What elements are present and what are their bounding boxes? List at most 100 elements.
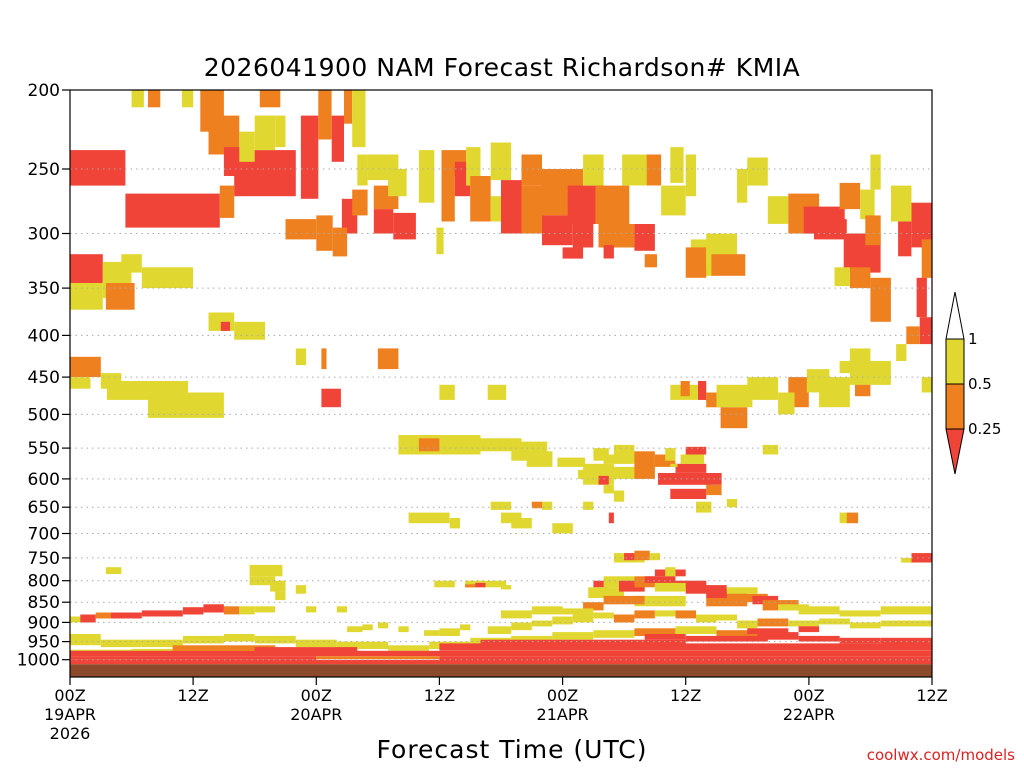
ri-cell	[557, 457, 586, 467]
ri-cell	[336, 641, 389, 649]
ri-cell	[275, 115, 286, 148]
ri-cell	[475, 582, 486, 588]
ri-cell	[898, 221, 912, 257]
y-tick-label: 550	[28, 439, 60, 459]
ri-cell	[100, 639, 142, 648]
ri-cell	[685, 635, 768, 642]
ri-cell	[603, 484, 614, 494]
ri-cell	[916, 277, 927, 318]
ri-cell	[720, 407, 748, 429]
ri-cell	[148, 90, 161, 108]
ri-cell	[603, 454, 640, 464]
x-tick-label: 00Z	[793, 686, 824, 705]
y-tick-label: 850	[28, 593, 60, 613]
y-tick-label: 950	[28, 633, 60, 653]
ri-cell	[593, 630, 635, 638]
ri-cell	[665, 448, 676, 461]
ri-cell	[747, 157, 768, 186]
ri-cell	[254, 647, 358, 652]
ri-cell	[316, 656, 440, 659]
ri-cell	[911, 553, 932, 563]
ri-cell	[70, 377, 91, 389]
x-tick-label: 00Z	[301, 686, 332, 705]
ri-cell	[644, 634, 686, 640]
ri-cell	[131, 90, 144, 108]
ri-cell	[762, 444, 779, 455]
ri-cell	[675, 580, 707, 588]
ri-cell	[125, 193, 220, 228]
ri-cell	[598, 224, 635, 248]
ri-cell	[70, 650, 932, 657]
ri-cell	[552, 632, 594, 640]
x-axis-label: Forecast Time (UTC)	[377, 735, 648, 764]
ri-cell	[439, 384, 455, 400]
ri-cell	[234, 321, 265, 340]
ri-cell	[220, 321, 230, 331]
ri-cell	[182, 635, 224, 644]
ri-cell	[439, 656, 932, 661]
y-tick-label: 300	[28, 225, 60, 245]
ri-cell	[141, 639, 183, 648]
ri-cell	[670, 463, 678, 467]
x-tick-date: 20APR	[290, 705, 342, 724]
ri-cell	[603, 595, 645, 605]
ri-cell	[849, 267, 871, 289]
ri-cell	[839, 637, 881, 644]
ri-cell	[608, 512, 614, 524]
ri-cell	[634, 576, 655, 588]
ri-cell	[572, 614, 594, 623]
ri-cell	[70, 150, 126, 186]
x-tick-label: 12Z	[916, 686, 947, 705]
ri-cell	[511, 518, 532, 529]
ri-cell	[511, 622, 532, 631]
ri-cell	[706, 598, 748, 607]
ri-cell	[377, 348, 399, 370]
ri-cell	[891, 185, 912, 222]
ri-cell	[408, 512, 450, 524]
ri-cell	[849, 622, 881, 629]
ri-cell	[511, 635, 553, 644]
colorbar-legend: 1 0.5 0.25	[945, 291, 1001, 475]
y-tick-label: 400	[28, 326, 60, 346]
ri-cell	[239, 131, 255, 162]
ri-cell	[646, 154, 662, 186]
ri-cell	[634, 550, 650, 561]
ri-cell	[665, 567, 676, 577]
colorbar-bin-mid	[945, 383, 965, 430]
ri-cell	[148, 392, 224, 418]
ri-cell	[70, 283, 103, 310]
ri-cell	[711, 254, 746, 276]
ri-cell	[70, 634, 101, 646]
ri-cell	[698, 381, 707, 400]
chart-title: 2026041900 NAM Forecast Richardson# KMIA	[204, 53, 801, 82]
ri-cell	[521, 154, 542, 186]
ri-cell	[439, 628, 460, 636]
ri-cell	[485, 580, 507, 588]
y-tick-label: 650	[28, 498, 60, 518]
ri-cell	[726, 499, 738, 508]
ri-cell	[470, 176, 491, 222]
ri-cell	[352, 90, 366, 148]
ri-cell	[249, 564, 283, 577]
ri-cell	[362, 624, 373, 631]
ri-cell	[572, 224, 594, 248]
ri-cell	[634, 451, 655, 479]
ri-cell	[726, 587, 758, 594]
ri-cell	[767, 196, 789, 224]
ri-cell	[583, 154, 604, 186]
ri-cell	[480, 639, 686, 646]
ri-cell	[619, 580, 645, 592]
ri-cell	[865, 215, 881, 246]
ri-cell	[788, 620, 820, 627]
ri-cell	[849, 361, 891, 385]
ri-cell	[300, 115, 319, 199]
ri-cell	[418, 150, 435, 203]
x-tick-label: 00Z	[547, 686, 578, 705]
x-tick-date: 21APR	[537, 705, 589, 724]
ri-cell	[870, 277, 891, 322]
ri-cell	[696, 614, 717, 623]
ri-cell	[603, 245, 614, 259]
ri-cell	[798, 626, 820, 633]
